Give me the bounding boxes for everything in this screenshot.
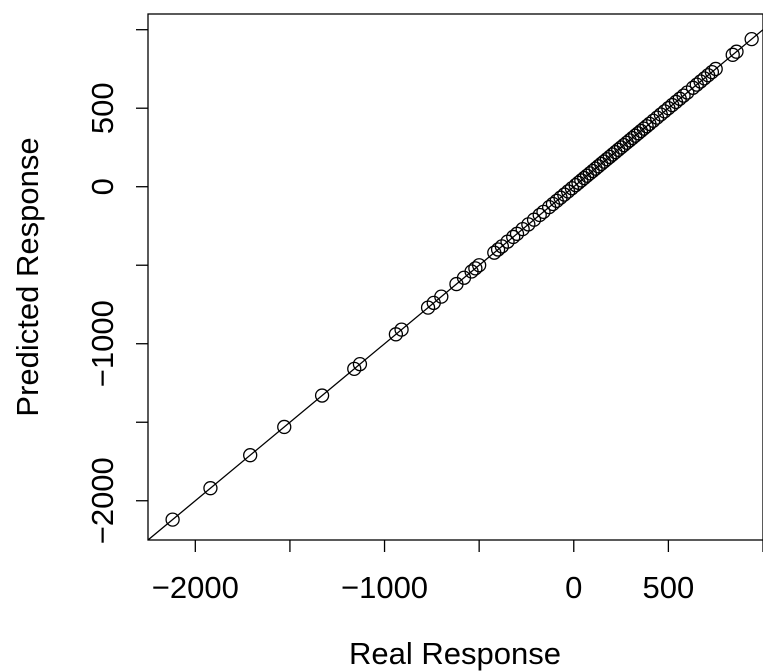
data-point [203, 481, 218, 496]
data-point [277, 419, 292, 435]
x-axis-title: Real Response [349, 636, 561, 671]
data-point [243, 448, 258, 463]
x-tick-label: −1000 [341, 570, 428, 605]
data-point [729, 44, 744, 59]
x-tick-label: 0 [565, 570, 582, 605]
data-point [314, 388, 330, 403]
y-tick-label: −1000 [85, 300, 120, 387]
data-point [676, 88, 691, 103]
y-axis-title: Predicted Response [10, 137, 45, 416]
y-axis: −2000 −1000 0 500 [85, 29, 148, 544]
data-point [704, 64, 720, 80]
plot-frame [147, 13, 763, 541]
x-tick-label: −2000 [152, 570, 239, 605]
data-point [725, 47, 740, 62]
x-axis: −2000 −1000 0 500 [152, 540, 763, 605]
data-point [472, 258, 487, 273]
data-point [434, 289, 449, 304]
x-tick-label: 500 [643, 570, 695, 605]
reference-line-y-equals-x [148, 28, 763, 540]
y-tick-label: −2000 [85, 457, 120, 544]
data-point [394, 322, 409, 337]
data-point [468, 261, 483, 276]
data-points [165, 31, 759, 527]
data-point [532, 207, 547, 223]
data-point [352, 356, 368, 372]
y-tick-label: 0 [85, 178, 120, 195]
data-point [506, 229, 521, 245]
data-point [165, 512, 180, 527]
y-tick-label: 500 [85, 82, 120, 134]
data-point [490, 242, 506, 257]
data-point [708, 61, 723, 77]
data-point [744, 31, 759, 47]
